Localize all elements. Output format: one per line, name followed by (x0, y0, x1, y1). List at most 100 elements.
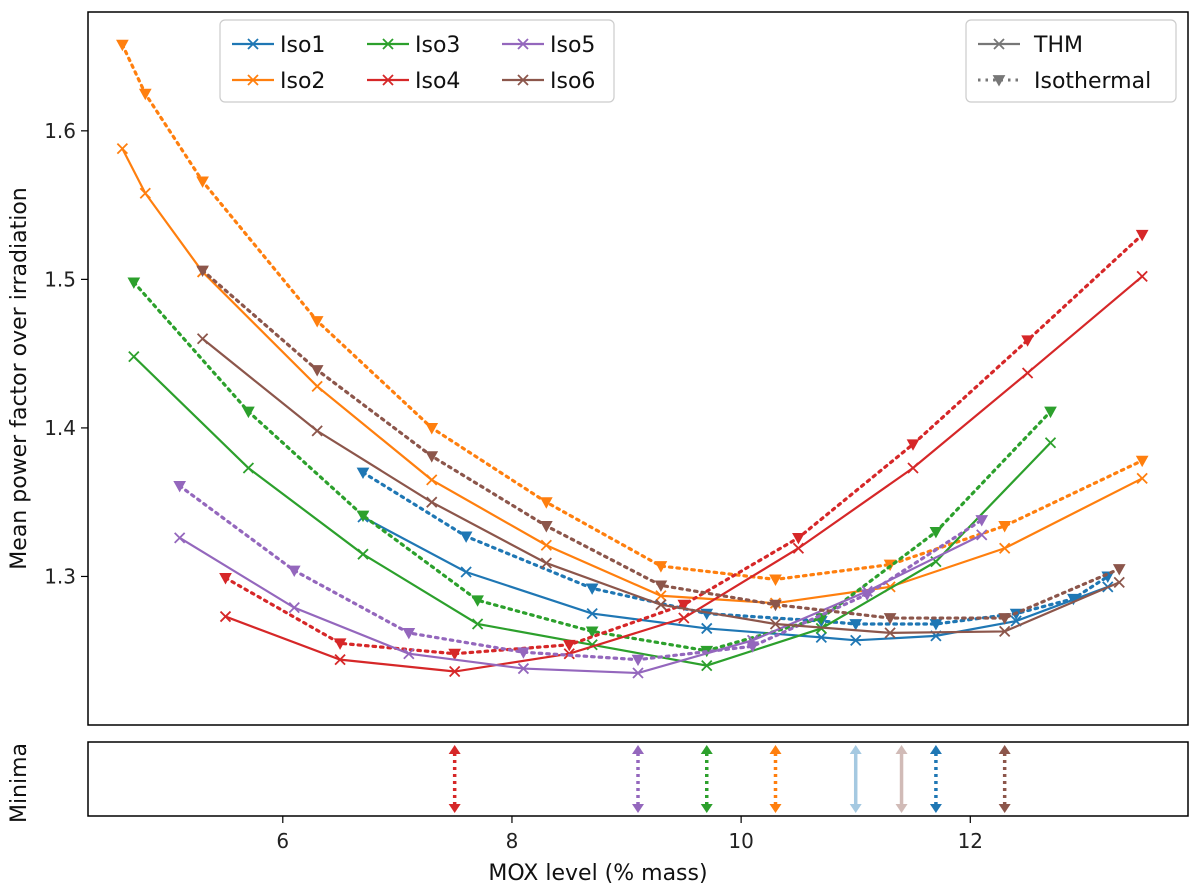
triangle-marker (1135, 455, 1149, 468)
triangle-marker (471, 595, 484, 607)
x-marker (769, 618, 782, 630)
x-marker (1021, 367, 1034, 379)
y-tick-label: 1.5 (44, 267, 76, 291)
legend-label: Iso4 (415, 69, 460, 94)
series-iso1-isothermal (356, 467, 1115, 631)
series-iso4-isothermal (219, 229, 1149, 661)
x-marker (174, 532, 186, 544)
triangle-marker (906, 439, 920, 451)
main-plot-frame (87, 11, 1189, 726)
triangle-marker (998, 613, 1012, 625)
x-marker (219, 610, 232, 623)
x-marker (242, 462, 255, 474)
x-marker (517, 662, 530, 675)
y-tick-label: 1.6 (44, 119, 76, 143)
series-iso6-isothermal (196, 265, 1126, 625)
minima-plot-frame (87, 741, 1189, 817)
triangle-marker (1021, 335, 1034, 347)
triangle-marker (1112, 564, 1126, 576)
minima-arrow-head-up (929, 745, 942, 754)
x-marker (471, 618, 484, 630)
triangle-marker (883, 613, 897, 625)
x-marker (196, 333, 209, 345)
minima-arrow-head-down (998, 804, 1011, 813)
style-legend: THM Isothermal (965, 19, 1177, 103)
minima-iso6-isothermal (998, 745, 1011, 813)
x-tick-label: 6 (276, 829, 289, 853)
x-tick-label: 10 (728, 829, 753, 853)
style-legend-box (965, 19, 1177, 103)
triangle-marker (562, 639, 576, 652)
x-marker (128, 350, 140, 363)
y-tick-label: 1.3 (44, 564, 76, 588)
x-marker (746, 634, 759, 646)
isothermal-line (223, 233, 1144, 656)
series-legend-box (219, 19, 615, 103)
x-marker (460, 566, 472, 578)
triangle-marker (310, 316, 324, 328)
triangle-marker (654, 580, 668, 592)
x-marker (540, 539, 552, 551)
x-marker (861, 585, 873, 597)
minima-iso1-thm (849, 745, 862, 813)
isothermal-line (361, 470, 1110, 626)
triangle-marker (849, 619, 863, 631)
series-iso6-thm (196, 333, 1125, 639)
series-iso1-thm (357, 511, 1114, 646)
x-marker (1113, 576, 1125, 589)
minima-arrow-head-up (998, 745, 1011, 754)
x-marker (540, 557, 552, 569)
triangle-marker (585, 583, 599, 595)
axis-ticks: 1.3 1.4 1.5 1.6 6 8 10 12 (44, 119, 983, 853)
x-marker (139, 187, 151, 199)
triangle-marker (333, 638, 347, 650)
minima-arrow-head-up (448, 745, 461, 754)
style-legend-label: THM (1033, 33, 1083, 58)
isothermal-line (120, 43, 1144, 582)
series-lines (116, 39, 1149, 679)
x-marker (517, 38, 529, 50)
x-marker (449, 665, 461, 678)
triangle-marker (517, 647, 530, 659)
x-marker (426, 496, 438, 508)
minima-arrows (448, 745, 1011, 813)
x-marker (247, 74, 259, 86)
legend-entry-iso6: Iso6 (502, 69, 595, 94)
triangle-marker (459, 531, 473, 543)
triangle-marker (356, 510, 370, 523)
series-iso3-isothermal (127, 277, 1057, 658)
style-legend-label: Isothermal (1034, 69, 1151, 94)
minima-arrow-head-up (849, 745, 862, 754)
triangle-marker (196, 176, 209, 188)
x-marker (382, 38, 394, 50)
x-marker (426, 474, 438, 486)
x-marker (999, 625, 1011, 638)
legend-label: Iso1 (280, 33, 325, 58)
x-marker (999, 542, 1011, 554)
x-tick-label: 8 (506, 829, 519, 853)
x-marker (247, 38, 259, 50)
triangle-marker (138, 88, 152, 101)
minima-axis-label: Minima (7, 743, 32, 823)
triangle-marker (769, 599, 782, 612)
triangle-marker (116, 39, 129, 52)
minima-arrow-head-down (632, 804, 644, 813)
triangle-marker (539, 497, 553, 509)
x-marker (403, 648, 415, 660)
x-axis-label: MOX level (% mass) (488, 861, 707, 886)
triangle-marker (242, 406, 255, 419)
x-marker (701, 659, 713, 672)
x-marker (116, 143, 129, 155)
minima-arrow-head-down (895, 804, 908, 813)
series-legend: Iso1 Iso2 Iso3 Iso4 Iso5 Iso6 (219, 19, 615, 103)
minima-arrow-head-up (895, 745, 908, 754)
x-marker (586, 607, 598, 620)
x-marker (632, 667, 644, 679)
minima-arrow-head-up (769, 745, 782, 754)
minima-arrow-head-up (700, 745, 713, 754)
triangle-marker (769, 574, 782, 586)
x-marker (907, 462, 919, 474)
triangle-marker (310, 365, 324, 377)
triangle-marker (929, 619, 943, 631)
